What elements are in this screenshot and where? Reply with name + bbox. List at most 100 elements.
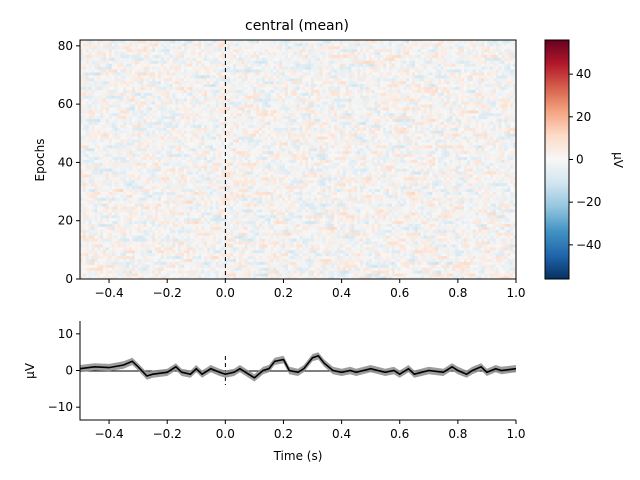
- heatmap-cell: [487, 235, 491, 239]
- heatmap-cell: [501, 220, 505, 225]
- heatmap-cell: [374, 258, 378, 262]
- heatmap-cell: [438, 188, 442, 192]
- heatmap-cell: [319, 270, 323, 274]
- heatmap-cell: [201, 255, 205, 259]
- heatmap-cell: [481, 182, 485, 187]
- heatmap-cell: [414, 249, 419, 254]
- heatmap-cell: [348, 211, 352, 216]
- heatmap-cell: [267, 258, 271, 262]
- heatmap-cell: [490, 214, 494, 219]
- heatmap-cell: [328, 188, 332, 192]
- heatmap-cell: [504, 273, 508, 277]
- heatmap-cell: [299, 209, 303, 213]
- heatmap-cell: [209, 235, 214, 239]
- heatmap-cell: [105, 179, 110, 184]
- heatmap-cell: [157, 264, 162, 268]
- heatmap-cell: [498, 249, 502, 254]
- heatmap-cell: [342, 203, 347, 207]
- heatmap-cell: [137, 246, 142, 251]
- heatmap-cell: [221, 220, 225, 225]
- heatmap-cell: [336, 200, 341, 204]
- heatmap-cell: [388, 246, 393, 251]
- heatmap-cell: [134, 209, 139, 213]
- heatmap-cell: [336, 223, 341, 227]
- heatmap-cell: [235, 220, 240, 225]
- heatmap-cell: [276, 209, 280, 213]
- heatmap-cell: [345, 206, 349, 210]
- heatmap-cell: [435, 252, 439, 257]
- heatmap-cell: [357, 238, 361, 242]
- heatmap-cell: [336, 249, 341, 254]
- heatmap-cell: [498, 188, 502, 192]
- heatmap-cell: [131, 276, 136, 280]
- heatmap-cell: [461, 185, 465, 190]
- heatmap-cell: [388, 182, 393, 187]
- heatmap-cell: [386, 206, 390, 210]
- heatmap-cell: [432, 267, 436, 271]
- heatmap-cell: [507, 264, 511, 268]
- heatmap-cell: [215, 194, 219, 198]
- heatmap-cell: [201, 188, 205, 192]
- heatmap-cell: [368, 200, 373, 204]
- heatmap-cell: [264, 211, 269, 216]
- heatmap-cell: [227, 217, 231, 222]
- heatmap-cell: [244, 238, 248, 242]
- heatmap-cell: [380, 211, 384, 216]
- heatmap-cell: [464, 241, 468, 245]
- heatmap-cell: [443, 261, 448, 265]
- heatmap-cell: [233, 273, 237, 277]
- heatmap-cell: [446, 261, 450, 265]
- heatmap-cell: [218, 197, 222, 201]
- heatmap-cell: [114, 179, 118, 184]
- heatmap-cell: [279, 261, 283, 265]
- heatmap-cell: [276, 194, 280, 198]
- heatmap-cell: [285, 214, 289, 219]
- heatmap-cell: [233, 203, 237, 207]
- heatmap-cell: [342, 188, 347, 192]
- heatmap-cell: [152, 270, 156, 274]
- heatmap-cell: [178, 249, 182, 254]
- heatmap-cell: [198, 223, 202, 227]
- heatmap-cell: [374, 182, 378, 187]
- heatmap-cell: [181, 223, 185, 227]
- heatmap-cell: [345, 246, 349, 251]
- heatmap-cell: [412, 276, 416, 280]
- heatmap-cell: [334, 255, 338, 259]
- heatmap-cell: [143, 197, 147, 201]
- heatmap-cell: [368, 264, 373, 268]
- heatmap-cell: [426, 188, 430, 192]
- heatmap-cell: [449, 214, 453, 219]
- heatmap-cell: [319, 273, 323, 277]
- heatmap-cell: [160, 203, 165, 207]
- heatmap-cell: [368, 255, 373, 259]
- heatmap-cell: [276, 241, 280, 245]
- heatmap-cell: [94, 252, 98, 257]
- heatmap-cell: [412, 238, 416, 242]
- heatmap-cell: [400, 273, 404, 277]
- heatmap-cell: [143, 223, 147, 227]
- heatmap-cell: [357, 232, 361, 236]
- heatmap-cell: [492, 267, 497, 271]
- heatmap-cell: [302, 194, 306, 198]
- heatmap-cell: [126, 191, 130, 195]
- heatmap-cell: [469, 182, 474, 187]
- heatmap-cell: [285, 258, 289, 262]
- heatmap-cell: [209, 229, 214, 233]
- heatmap-cell: [409, 203, 413, 207]
- heatmap-cell: [88, 232, 92, 236]
- heatmap-cell: [131, 232, 136, 236]
- heatmap-cell: [129, 206, 133, 210]
- heatmap-cell: [120, 273, 124, 277]
- heatmap-cell: [126, 194, 130, 198]
- heatmap-cell: [302, 267, 306, 271]
- heatmap-cell: [282, 267, 286, 271]
- heatmap-cell: [455, 232, 459, 236]
- heatmap-cell: [100, 235, 104, 239]
- heatmap-cell: [264, 264, 269, 268]
- heatmap-cell: [325, 273, 329, 277]
- heatmap-cell: [85, 255, 90, 259]
- heatmap-cell: [305, 223, 309, 227]
- heatmap-cell: [166, 270, 170, 274]
- heatmap-cell: [218, 209, 222, 213]
- heatmap-cell: [120, 255, 124, 259]
